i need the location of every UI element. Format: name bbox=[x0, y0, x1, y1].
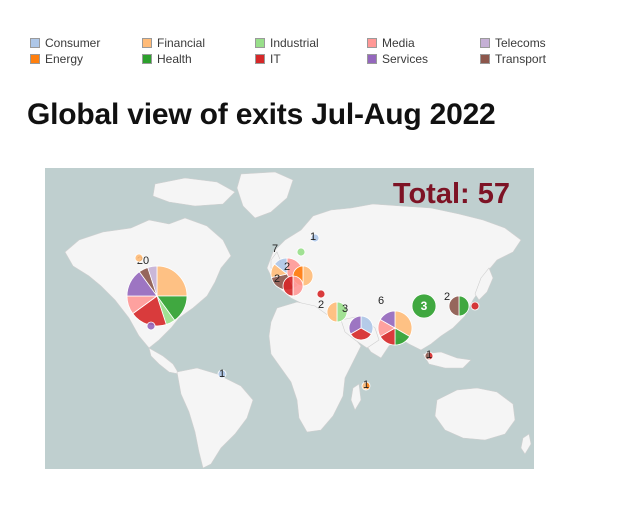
cluster-count-label: 2 bbox=[274, 273, 280, 285]
cluster-count-label: 1 bbox=[363, 379, 369, 391]
cluster-us-west-coast[interactable] bbox=[135, 254, 143, 262]
legend-label: Energy bbox=[45, 52, 83, 66]
legend-label: Telecoms bbox=[495, 36, 546, 50]
arctic-islands bbox=[153, 178, 235, 206]
legend-swatch bbox=[480, 38, 490, 48]
cluster-count-label: 7 bbox=[272, 243, 278, 255]
pie-slice-it bbox=[471, 302, 479, 310]
total-exits: Total: 57 bbox=[393, 178, 510, 211]
legend-item-health[interactable]: Health bbox=[142, 52, 192, 66]
cluster-italy[interactable] bbox=[317, 290, 325, 298]
legend-item-it[interactable]: IT bbox=[255, 52, 281, 66]
legend-label: Consumer bbox=[45, 36, 100, 50]
legend-swatch bbox=[255, 38, 265, 48]
cluster-china[interactable]: 3 bbox=[412, 294, 436, 318]
madagascar bbox=[351, 384, 361, 410]
legend-swatch bbox=[142, 54, 152, 64]
legend-item-telecoms[interactable]: Telecoms bbox=[480, 36, 546, 50]
legend-swatch bbox=[367, 38, 377, 48]
world-map[interactable]: 20 7 1 2 2 2 3 6 3 2 1 1 1 Total: 57 bbox=[45, 168, 534, 469]
pie-slice-industrial bbox=[297, 248, 305, 256]
cluster-count-label: 6 bbox=[378, 295, 384, 307]
legend-item-transport[interactable]: Transport bbox=[480, 52, 546, 66]
cluster-baltics[interactable] bbox=[297, 248, 305, 256]
legend-swatch bbox=[367, 54, 377, 64]
legend-item-services[interactable]: Services bbox=[367, 52, 428, 66]
pie-slice-services bbox=[147, 322, 155, 330]
page-title: Global view of exits Jul-Aug 2022 bbox=[27, 98, 496, 132]
land-layer bbox=[65, 172, 531, 468]
legend-label: Transport bbox=[495, 52, 546, 66]
legend-item-energy[interactable]: Energy bbox=[30, 52, 83, 66]
cluster-count-label: 3 bbox=[342, 303, 348, 315]
greenland bbox=[237, 172, 293, 218]
cluster-southeast-asia[interactable]: 1 bbox=[425, 349, 433, 361]
pie-slice-financial bbox=[135, 254, 143, 262]
legend-swatch bbox=[30, 38, 40, 48]
cluster-count-label: 1 bbox=[310, 231, 316, 243]
pie-slice-it bbox=[317, 290, 325, 298]
cluster-count-label: 2 bbox=[318, 299, 324, 311]
cluster-mexico[interactable] bbox=[147, 322, 155, 330]
cluster-count-label: 2 bbox=[284, 261, 290, 273]
cluster-pacific[interactable] bbox=[471, 302, 479, 310]
legend-label: IT bbox=[270, 52, 281, 66]
legend-swatch bbox=[142, 38, 152, 48]
legend-swatch bbox=[30, 54, 40, 64]
cluster-count-label: 2 bbox=[444, 291, 450, 303]
legend-label: Health bbox=[157, 52, 192, 66]
central-america bbox=[149, 348, 179, 374]
legend-swatch bbox=[255, 54, 265, 64]
cluster-southern-africa[interactable]: 1 bbox=[362, 379, 370, 391]
legend-label: Media bbox=[382, 36, 415, 50]
australia-landmass bbox=[435, 388, 515, 440]
legend-item-industrial[interactable]: Industrial bbox=[255, 36, 319, 50]
cluster-count-label: 1 bbox=[219, 368, 225, 380]
legend-item-financial[interactable]: Financial bbox=[142, 36, 205, 50]
cluster-count-label: 1 bbox=[426, 349, 432, 361]
new-zealand bbox=[521, 434, 531, 454]
south-america-landmass bbox=[177, 368, 253, 468]
legend: Consumer Financial Industrial Media Telecoms… bbox=[30, 36, 610, 70]
cluster-count-label: 3 bbox=[421, 299, 428, 313]
cluster-brazil[interactable]: 1 bbox=[218, 368, 226, 380]
legend-label: Industrial bbox=[270, 36, 319, 50]
legend-label: Services bbox=[382, 52, 428, 66]
legend-item-consumer[interactable]: Consumer bbox=[30, 36, 100, 50]
legend-item-media[interactable]: Media bbox=[367, 36, 415, 50]
legend-label: Financial bbox=[157, 36, 205, 50]
legend-swatch bbox=[480, 54, 490, 64]
